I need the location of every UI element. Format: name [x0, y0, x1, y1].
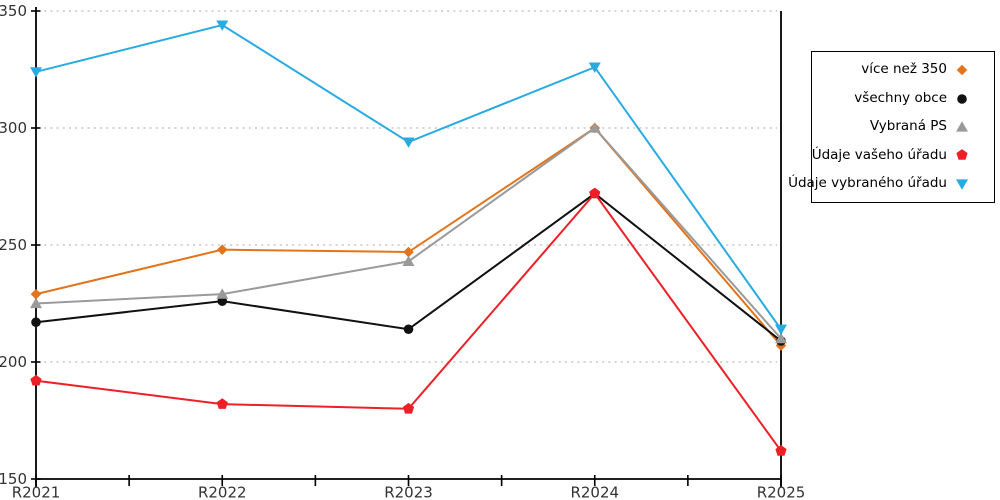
- y-tick-label: 150: [0, 470, 27, 488]
- pentagon-legend-icon: [956, 149, 968, 161]
- x-tick-label: R2022: [198, 484, 247, 500]
- triangle-down-marker: [30, 67, 42, 78]
- legend-label: Údaje vybraného úřadu: [788, 175, 947, 191]
- circle-marker: [957, 93, 967, 104]
- triangle-up-legend-icon: [956, 121, 968, 132]
- series-line: [35, 126, 782, 347]
- series-4: [30, 20, 787, 336]
- legend-label: Údaje vašeho úřadu: [811, 146, 947, 163]
- diamond-marker: [403, 246, 414, 258]
- triangle-down-marker: [588, 62, 601, 73]
- series-0: [30, 122, 787, 351]
- series-3: [30, 187, 787, 456]
- triangle-up-marker: [775, 332, 787, 344]
- pentagon-marker: [216, 398, 228, 409]
- x-tick-label: R2023: [384, 484, 433, 500]
- pentagon-marker: [775, 445, 787, 456]
- pentagon-marker: [589, 187, 601, 199]
- pentagon-marker: [956, 149, 968, 161]
- x-tick-label: R2024: [570, 484, 619, 500]
- triangle-down-marker: [775, 324, 787, 336]
- y-tick-label: 350: [0, 2, 27, 20]
- diamond-marker: [216, 244, 228, 255]
- triangle-up-marker: [216, 288, 229, 299]
- triangle-up-marker: [956, 121, 968, 132]
- legend-item: Údaje vybraného úřadu: [788, 176, 994, 192]
- series-line: [35, 126, 782, 340]
- legend-label: všechny obce: [854, 89, 947, 106]
- series-line: [35, 23, 782, 330]
- diamond-marker: [30, 288, 42, 300]
- y-tick-label: 200: [0, 353, 27, 371]
- legend-item: všechny obce: [812, 91, 994, 107]
- x-tick-label: R2021: [12, 484, 61, 500]
- legend-box: více než 350 všechny obce Vybraná PS Údaje …: [788, 51, 995, 203]
- legend-item: Vybraná PS: [812, 119, 994, 135]
- triangle-up-marker: [402, 255, 415, 266]
- pentagon-marker: [402, 402, 415, 414]
- y-tick-label: 300: [0, 119, 27, 137]
- legend-label: více než 350: [861, 61, 947, 78]
- diamond-legend-icon: [956, 64, 968, 76]
- triangle-up-marker: [30, 297, 42, 309]
- x-tick-label: R2025: [757, 484, 806, 500]
- circle-marker: [31, 317, 41, 328]
- pentagon-marker: [30, 374, 42, 386]
- diamond-marker: [956, 64, 968, 76]
- circle-marker: [403, 324, 414, 335]
- triangle-down-legend-icon: [956, 179, 968, 190]
- legend-item: Údaje vašeho úřadu: [812, 147, 994, 163]
- legend-label: Vybraná PS: [869, 118, 947, 135]
- triangle-up-marker: [588, 122, 601, 133]
- circle-marker: [217, 296, 228, 306]
- triangle-down-marker: [402, 137, 415, 148]
- triangle-down-marker: [216, 20, 229, 31]
- triangle-down-marker: [956, 179, 968, 190]
- circle-legend-icon: [957, 93, 967, 104]
- legend-item: více než 350: [812, 62, 994, 78]
- series-2: [30, 122, 787, 344]
- series-1: [31, 188, 786, 346]
- y-tick-label: 250: [0, 236, 27, 254]
